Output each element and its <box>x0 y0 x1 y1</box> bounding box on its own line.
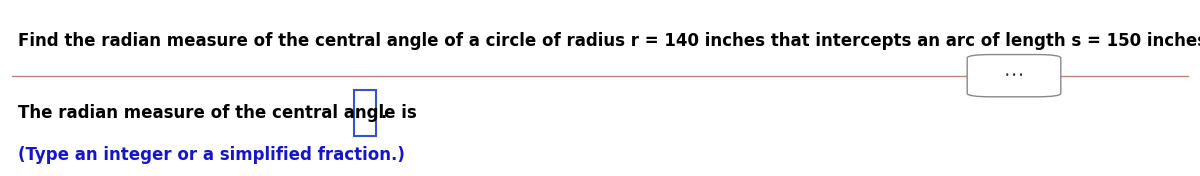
Text: Find the radian measure of the central angle of a circle of radius r = 140 inche: Find the radian measure of the central a… <box>18 32 1200 50</box>
FancyBboxPatch shape <box>967 55 1061 97</box>
Text: The radian measure of the central angle is: The radian measure of the central angle … <box>18 104 416 122</box>
Text: (Type an integer or a simplified fraction.): (Type an integer or a simplified fractio… <box>18 146 404 164</box>
FancyBboxPatch shape <box>354 90 376 136</box>
Text: .: . <box>380 104 386 122</box>
Text: • • •: • • • <box>1004 71 1024 80</box>
